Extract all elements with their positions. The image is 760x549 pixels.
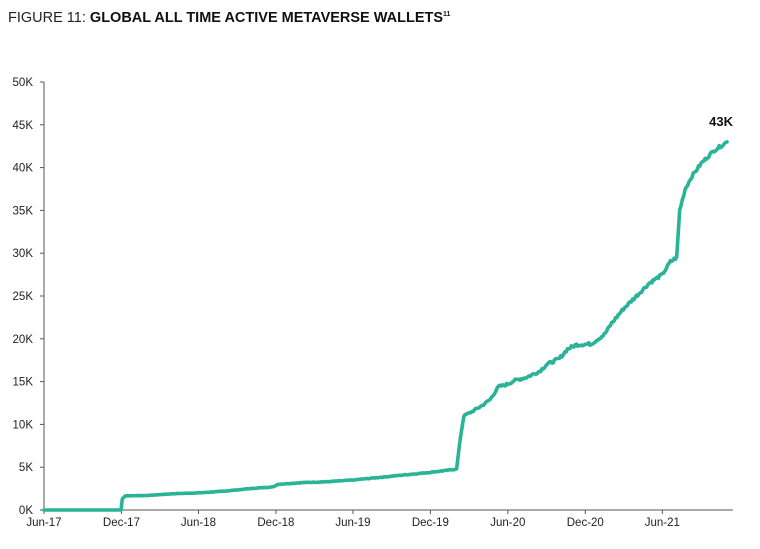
x-axis: Jun-17 Dec-17 Jun-18 Dec-18 Jun-19 Dec-19 Jun-… xyxy=(26,509,733,529)
x-tick-label: Jun-19 xyxy=(335,517,370,529)
series-line xyxy=(42,140,729,512)
x-tick-label: Dec-17 xyxy=(103,517,140,529)
y-tick-label: 25K xyxy=(13,291,34,303)
y-tick-label: 45K xyxy=(13,120,34,132)
x-tick-label: Jun-20 xyxy=(490,517,525,529)
data-labels: 43K xyxy=(709,114,733,129)
figure-number: FIGURE 11: xyxy=(8,10,90,26)
y-tick-label: 40K xyxy=(13,163,34,175)
x-tick-label: Dec-20 xyxy=(567,517,604,529)
y-tick-label: 30K xyxy=(13,248,34,260)
chart-title: FIGURE 11: GLOBAL ALL TIME ACTIVE METAVE… xyxy=(8,10,450,26)
figure-title: GLOBAL ALL TIME ACTIVE METAVERSE WALLETS xyxy=(89,10,444,26)
y-tick-label: 5K xyxy=(19,462,33,474)
y-tick-label: 10K xyxy=(13,419,34,431)
x-tick-label: Dec-19 xyxy=(412,517,449,529)
footnote-ref: 11 xyxy=(443,11,451,19)
y-tick-label: 50K xyxy=(13,77,34,89)
y-tick-label: 35K xyxy=(13,205,34,217)
x-tick-label: Jun-17 xyxy=(26,517,61,529)
y-tick-label: 15K xyxy=(13,377,34,389)
y-axis: 0K 5K 10K 15K 20K 25K 30K 35K 40K 45K 50K xyxy=(13,77,45,517)
x-tick-label: Jun-21 xyxy=(645,517,680,529)
end-value-label: 43K xyxy=(709,114,733,129)
x-tick-label: Jun-18 xyxy=(181,517,216,529)
y-tick-label: 0K xyxy=(19,505,33,517)
y-tick-label: 20K xyxy=(13,334,34,346)
series-group xyxy=(42,140,729,512)
x-tick-label: Dec-18 xyxy=(257,517,294,529)
